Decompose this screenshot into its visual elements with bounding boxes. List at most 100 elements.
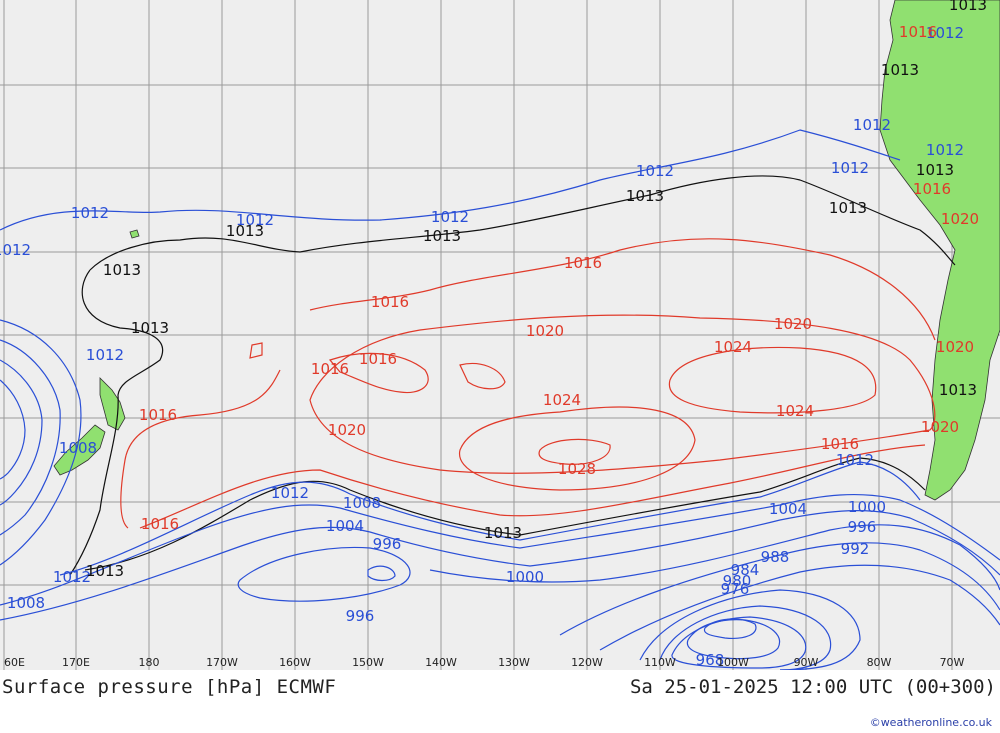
isobar-label-1000: 1000: [848, 498, 886, 516]
isobar-label-1028: 1028: [558, 460, 596, 478]
isobar-label-1012: 1012: [836, 451, 874, 469]
isobar-1012-south: [59, 461, 921, 576]
isobar-label-1000: 1000: [506, 568, 544, 586]
isobar-1024-west: [458, 406, 696, 491]
land: [53, 0, 1000, 501]
isobar-label-1013: 1013: [103, 261, 141, 279]
longitude-labels: 60E 170E 180 170W 160W 150W 140W 130W 120W 110W 10…: [4, 656, 965, 669]
isobar-label-1024: 1024: [776, 402, 814, 420]
isobar-1016-north: [309, 238, 936, 341]
isobar-968: [703, 618, 757, 639]
isobar-label-1016: 1016: [913, 180, 951, 198]
longitude-label: 150W: [352, 656, 384, 669]
tonga-island: [129, 229, 140, 239]
isobar-label-1012: 1012: [271, 484, 309, 502]
isobar-label-1012: 1012: [236, 211, 274, 229]
longitude-label: 90W: [794, 656, 819, 669]
isobar-1013-south: [84, 457, 926, 571]
isobar-west-3: [0, 359, 43, 506]
isobar-992: [599, 564, 1000, 651]
south-america-land: [879, 0, 1000, 501]
isobar-label-1020: 1020: [936, 338, 974, 356]
isobar-label-1016: 1016: [359, 350, 397, 368]
isobar-1012-north: [0, 129, 901, 231]
isobar-label-1013: 1013: [829, 199, 867, 217]
isobar-label-1016: 1016: [899, 23, 937, 41]
longitude-label: 60E: [4, 656, 25, 669]
isobar-984: [659, 605, 832, 670]
map-title: Surface pressure [hPa] ECMWF: [2, 676, 337, 698]
isobar-label-976: 976: [721, 580, 750, 598]
isobar-label-1016: 1016: [139, 406, 177, 424]
isobar-label-992: 992: [841, 540, 870, 558]
isobar-1016-tiny: [249, 342, 263, 359]
lat-lon-grid: [0, 0, 1000, 670]
longitude-label: 110W: [644, 656, 676, 669]
isobar-1016-cell: [328, 352, 429, 394]
isobar-label-980: 980: [723, 572, 752, 590]
isobar-label-1013: 1013: [626, 187, 664, 205]
isobar-label-1008: 1008: [7, 594, 45, 612]
isobar-label-1008: 1008: [343, 494, 381, 512]
isobar-996: [237, 546, 411, 602]
isobar-1000: [429, 524, 1000, 591]
isobar-1016-south: [139, 444, 926, 529]
isobar-label-1020: 1020: [941, 210, 979, 228]
isobar-1004: [0, 510, 1000, 621]
isobar-west-4: [0, 379, 26, 480]
longitude-label: 170W: [206, 656, 238, 669]
isobar-label-1008: 1008: [59, 439, 97, 457]
isobar-label-996: 996: [373, 535, 402, 553]
isobar-label-1012: 1012: [86, 346, 124, 364]
isobar-label-1013: 1013: [423, 227, 461, 245]
longitude-label: 100W: [717, 656, 749, 669]
isobar-label-1012: 1012: [431, 208, 469, 226]
isobar-label-1013: 1013: [484, 524, 522, 542]
isobar-label-996: 996: [848, 518, 877, 536]
isobar-1016-west: [120, 369, 281, 529]
isobar-label-1016: 1016: [564, 254, 602, 272]
isobar-label-996: 996: [346, 607, 375, 625]
isobar-label-1004: 1004: [326, 517, 364, 535]
isobar-996-small: [367, 565, 396, 582]
credit-link[interactable]: ©weatheronline.co.uk: [869, 716, 992, 729]
isobar-1013-north: [89, 175, 956, 271]
isobar-label-968: 968: [696, 651, 725, 669]
longitude-label: 80W: [867, 656, 892, 669]
isobar-label-1013: 1013: [881, 61, 919, 79]
isobar-label-1020: 1020: [328, 421, 366, 439]
new-zealand-north-island: [99, 377, 126, 431]
pressure-map: 1012 1012 1012 1012 1012 1012 1012 1012 1012 1012…: [0, 0, 1000, 670]
isobar-label-1012: 1012: [926, 24, 964, 42]
isobar-label-1016: 1016: [371, 293, 409, 311]
isobar-1028: [538, 438, 611, 465]
isobar-label-1013: 1013: [916, 161, 954, 179]
isobar-label-1024: 1024: [714, 338, 752, 356]
longitude-label: 180: [139, 656, 160, 669]
isobar-1013-west: [69, 269, 164, 576]
isobar-label-1012: 1012: [636, 162, 674, 180]
valid-time: Sa 25-01-2025 12:00 UTC (00+300): [629, 676, 996, 698]
isobar-label-1012: 1012: [926, 141, 964, 159]
longitude-label: 170E: [62, 656, 90, 669]
longitude-label: 160W: [279, 656, 311, 669]
isobar-label-1012: 1012: [71, 204, 109, 222]
isobar-label-1013: 1013: [939, 381, 977, 399]
isobar-label-1024: 1024: [543, 391, 581, 409]
isobar-lines: [0, 129, 1000, 670]
isobar-west-2: [0, 339, 61, 536]
isobar-label-1020: 1020: [526, 322, 564, 340]
isobar-labels: 1012 1012 1012 1012 1012 1012 1012 1012 1012 1012…: [0, 0, 987, 669]
isobar-996-east: [559, 542, 1000, 636]
longitude-label: 140W: [425, 656, 457, 669]
isobar-1016-small-cell: [459, 362, 506, 390]
isobar-label-1013: 1013: [949, 0, 987, 14]
isobar-label-1012: 1012: [853, 116, 891, 134]
isobar-label-1020: 1020: [774, 315, 812, 333]
isobar-label-1016: 1016: [821, 435, 859, 453]
isobar-988: [639, 589, 861, 670]
new-zealand-south-island: [53, 424, 106, 476]
longitude-label: 130W: [498, 656, 530, 669]
isobar-label-1012: 1012: [0, 241, 31, 259]
isobar-west-1: [0, 319, 82, 566]
